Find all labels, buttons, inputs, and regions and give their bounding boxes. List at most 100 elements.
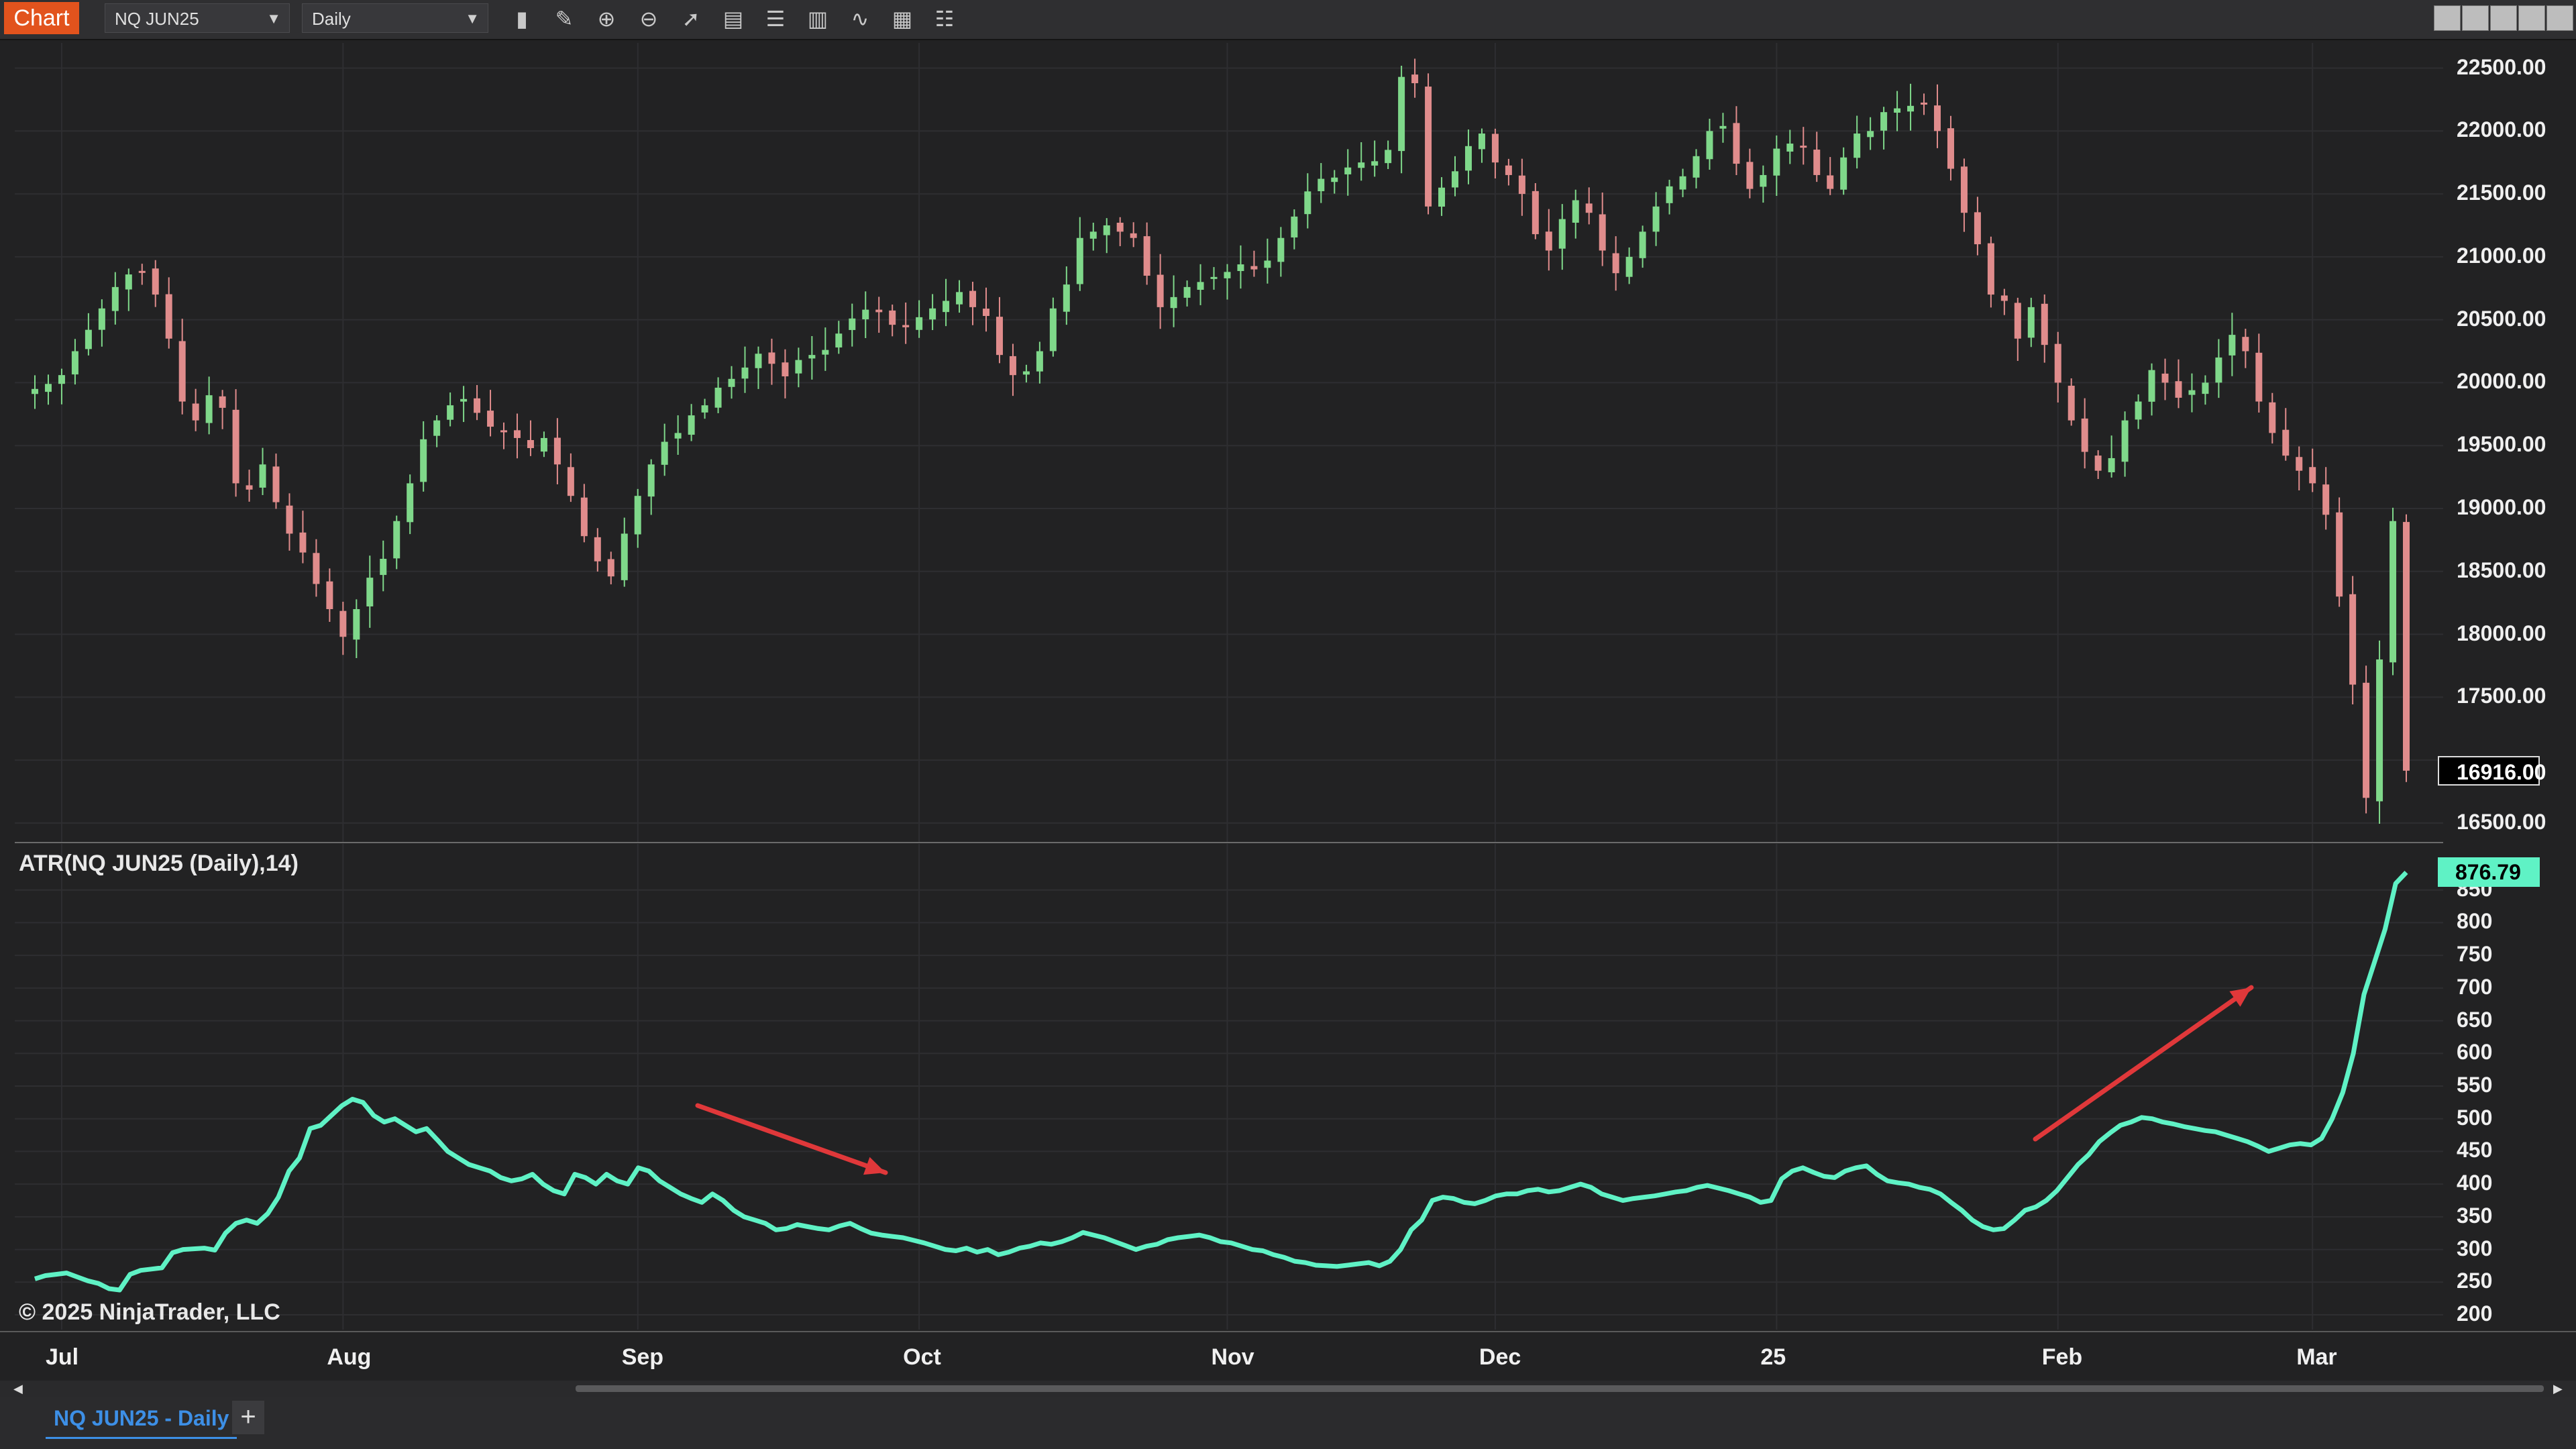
candle-body	[553, 437, 561, 465]
chart-title-button[interactable]: Chart	[4, 2, 79, 34]
candle-body	[1250, 266, 1258, 270]
add-tab-button[interactable]: +	[232, 1401, 264, 1434]
candle-body	[1197, 282, 1204, 290]
candle-body	[714, 387, 722, 408]
pointer-icon[interactable]: ➚	[682, 7, 700, 31]
atr-panel[interactable]	[15, 844, 2443, 1330]
candle-body	[1291, 216, 1298, 237]
candle-body	[353, 609, 360, 640]
bar-type-icon[interactable]: ▮	[516, 7, 528, 31]
candle-body	[2081, 418, 2088, 452]
price-tick-label: 20000.00	[2457, 369, 2546, 394]
candle-body	[822, 350, 829, 355]
candle-body	[1425, 87, 1432, 207]
candle-body	[1464, 146, 1472, 171]
indicators-icon[interactable]: ▥	[807, 7, 828, 31]
time-tick-label: Aug	[327, 1344, 372, 1370]
candle-body	[580, 497, 588, 537]
zoom-in-icon[interactable]: ⊕	[597, 7, 616, 31]
candle-body	[674, 433, 682, 439]
candle-body	[1719, 125, 1727, 129]
candle-body	[1385, 150, 1392, 164]
candle-body	[487, 411, 494, 427]
candle-body	[1693, 156, 1700, 178]
candle-body	[1733, 123, 1740, 164]
price-tick-label: 20500.00	[2457, 306, 2546, 331]
zoom-out-icon[interactable]: ⊖	[639, 7, 658, 31]
atr-last-value-marker: 876.79	[2438, 857, 2540, 888]
candle-body	[2148, 370, 2155, 402]
data-box-icon[interactable]: ▤	[722, 7, 744, 31]
candle-body	[2322, 484, 2330, 515]
candle-body	[460, 398, 468, 402]
candle-body	[1036, 351, 1043, 372]
candle-body	[1224, 272, 1231, 278]
candle-body	[943, 301, 950, 313]
candle-body	[1089, 231, 1097, 239]
candle-body	[1639, 231, 1646, 258]
atr-tick-label: 450	[2457, 1138, 2493, 1163]
horizontal-scrollbar[interactable]: ◀ ▶	[0, 1381, 2576, 1397]
candle-body	[98, 308, 105, 330]
candle-body	[2014, 303, 2021, 339]
candle-body	[1304, 191, 1311, 215]
candle-body	[1572, 200, 1579, 223]
templates-icon[interactable]: ▦	[892, 7, 913, 31]
candle-body	[165, 294, 172, 339]
interval-selector[interactable]: Daily ▼	[302, 3, 488, 33]
scroll-right-icon[interactable]: ▶	[2553, 1382, 2563, 1395]
restore-icon[interactable]	[2462, 5, 2489, 31]
candle-body	[835, 333, 843, 347]
candle-body	[862, 309, 869, 319]
candle-body	[1478, 133, 1485, 150]
candle-body	[728, 378, 735, 387]
tab-nq-jun25-daily[interactable]: NQ JUN25 - Daily	[46, 1399, 237, 1439]
atr-chart[interactable]	[15, 844, 2443, 1330]
candle-body	[2403, 522, 2410, 771]
candle-body	[339, 610, 347, 637]
price-axis[interactable]: 22500.00 22000.00 21500.00 21000.00 20500.00…	[2443, 43, 2563, 842]
chart-toolbar: Chart NQ JUN25 ▼ Daily ▼ ▮ ✎ ⊕ ⊖ ➚ ▤ ☰ ▥ ∿ ▦ ☷	[0, 0, 2576, 40]
scroll-left-icon[interactable]: ◀	[13, 1382, 23, 1395]
candle-body	[2121, 420, 2129, 462]
close-icon[interactable]	[2546, 5, 2573, 31]
last-price-marker: 16916.00	[2438, 755, 2546, 786]
candle-body	[2027, 307, 2035, 338]
atr-tick-label: 800	[2457, 909, 2493, 934]
draw-pencil-icon[interactable]: ✎	[555, 7, 574, 31]
instrument-value: NQ JUN25	[115, 9, 199, 29]
candle-body	[741, 367, 749, 379]
minimize-icon[interactable]	[2490, 5, 2517, 31]
interval-value: Daily	[312, 9, 351, 29]
candle-body	[447, 405, 454, 420]
candle-body	[380, 558, 387, 576]
candle-body	[1009, 356, 1016, 376]
atr-axis[interactable]: 850 800 750 700 650 600 550 500 450 400 350 300 250 2…	[2443, 844, 2563, 1330]
candle-body	[299, 532, 307, 553]
candle-body	[1625, 256, 1633, 277]
candle-body	[1210, 276, 1218, 279]
candle-body	[1358, 162, 1365, 168]
atr-tick-label: 200	[2457, 1301, 2493, 1326]
candle-body	[768, 352, 775, 364]
atr-tick-label: 250	[2457, 1269, 2493, 1293]
more-menu-icon[interactable]: ☷	[934, 7, 955, 31]
price-chart[interactable]	[15, 43, 2443, 842]
candle-body	[1746, 162, 1754, 189]
candle-body	[1786, 144, 1794, 152]
atr-tick-label: 600	[2457, 1040, 2493, 1065]
time-axis[interactable]: JulAugSepOctNovDec25FebMarApr	[0, 1331, 2576, 1382]
properties-icon[interactable]: ☰	[765, 7, 786, 31]
time-tick-label: Sep	[621, 1344, 664, 1370]
tile-icon[interactable]	[2434, 5, 2461, 31]
candle-body	[2135, 401, 2142, 420]
candle-body	[621, 533, 628, 580]
instrument-selector[interactable]: NQ JUN25 ▼	[105, 3, 290, 33]
strategy-icon[interactable]: ∿	[851, 7, 869, 31]
candle-body	[205, 395, 213, 423]
candle-body	[85, 329, 92, 350]
scrollbar-thumb[interactable]	[576, 1385, 2544, 1392]
candle-body	[433, 420, 441, 436]
price-panel[interactable]	[15, 43, 2443, 843]
maximize-icon[interactable]	[2518, 5, 2545, 31]
